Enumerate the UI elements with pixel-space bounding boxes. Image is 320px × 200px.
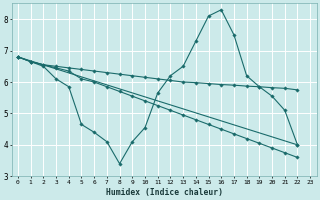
X-axis label: Humidex (Indice chaleur): Humidex (Indice chaleur) [106,188,222,197]
